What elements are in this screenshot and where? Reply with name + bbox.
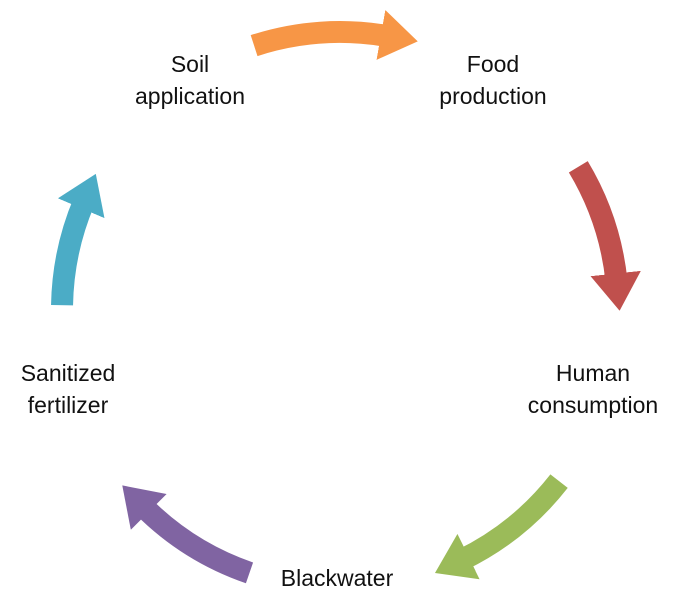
node-label: Food <box>467 51 519 77</box>
cycle-arrow <box>250 10 418 60</box>
node-label: Human <box>556 360 630 386</box>
node-label: fertilizer <box>28 392 109 418</box>
cycle-arrow <box>122 485 254 584</box>
labels: Soil application Food production Human consum… <box>21 51 659 591</box>
node-label: application <box>135 83 245 109</box>
node-label: consumption <box>528 392 658 418</box>
node-label: Sanitized <box>21 360 116 386</box>
node-label: Soil <box>171 51 209 77</box>
node-label: Blackwater <box>281 565 394 591</box>
node-label: production <box>439 83 546 109</box>
cycle-arrow <box>51 173 105 306</box>
cycle-arrow <box>568 161 641 311</box>
cycle-arrow <box>434 474 568 580</box>
arrows <box>51 10 641 584</box>
